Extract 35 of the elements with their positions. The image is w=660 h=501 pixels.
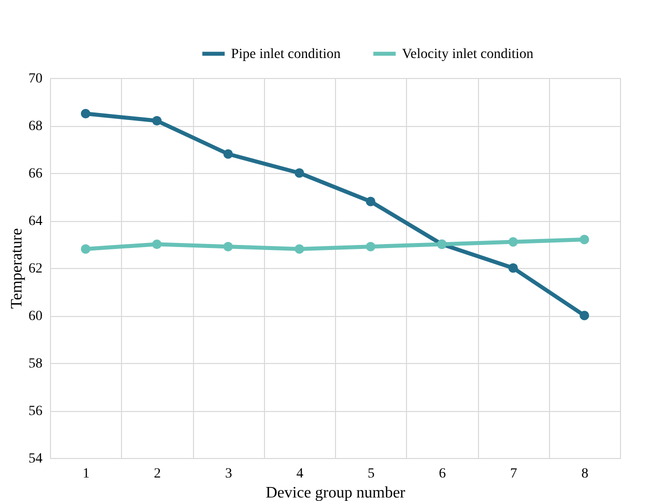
x-tick-label: 3	[225, 466, 232, 482]
point	[294, 168, 304, 178]
point	[152, 116, 162, 126]
y-tick-label: 66	[28, 166, 42, 182]
x-tick-label: 1	[82, 466, 90, 482]
x-tick-label: 4	[296, 466, 304, 482]
x-axis-title: Device group number	[266, 484, 406, 501]
point	[223, 149, 233, 159]
y-tick-label: 60	[28, 309, 42, 324]
point	[508, 237, 518, 247]
point	[223, 242, 233, 252]
y-tick-label: 56	[28, 404, 42, 419]
point	[366, 196, 376, 206]
x-tick-label: 7	[510, 466, 518, 482]
point	[294, 244, 304, 254]
point	[366, 242, 376, 252]
x-tick-label: 5	[368, 466, 375, 482]
y-tick-label: 54	[28, 452, 42, 466]
legend-label: Pipe inlet condition	[231, 46, 341, 62]
y-tick-label: 64	[28, 214, 42, 229]
point	[80, 108, 90, 118]
point	[580, 234, 590, 244]
x-tick-label: 2	[154, 466, 161, 482]
y-tick-label: 58	[28, 356, 42, 372]
x-tick-label: 8	[581, 466, 588, 482]
point	[80, 244, 90, 254]
point	[152, 240, 162, 249]
point	[580, 310, 590, 320]
y-axis-title: Temperature	[8, 228, 26, 309]
y-tick-label: 68	[28, 119, 42, 134]
x-tick-label: 6	[438, 466, 446, 482]
y-tick-label: 70	[28, 72, 42, 86]
y-tick-label: 62	[28, 262, 42, 276]
point	[508, 263, 518, 273]
legend-label: Velocity inlet condition	[402, 46, 534, 62]
